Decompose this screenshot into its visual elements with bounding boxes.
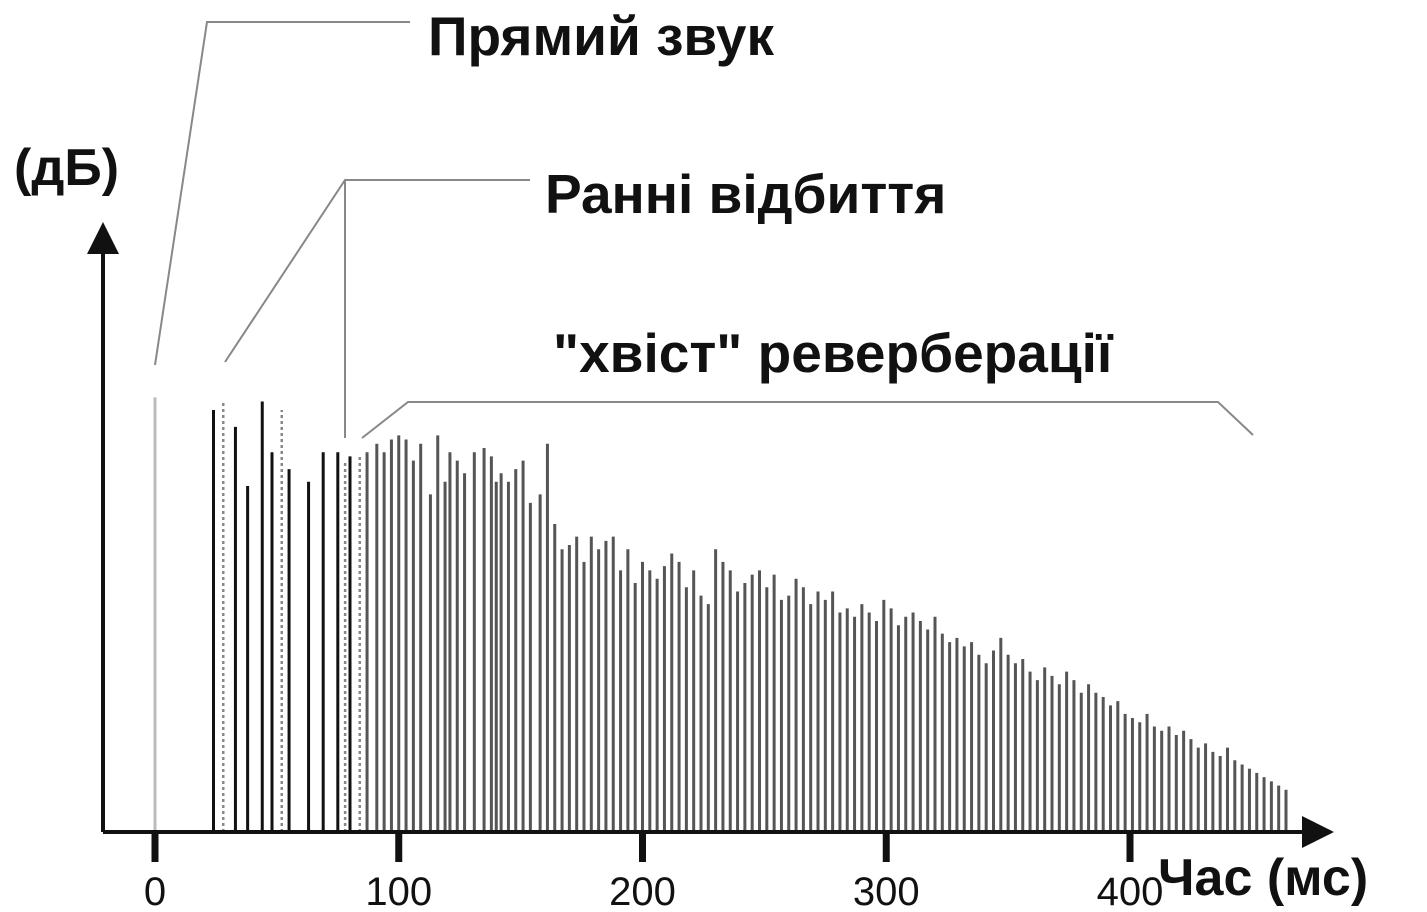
- reverb-tail-leader: [361, 401, 1254, 439]
- x-axis-title: Час (мс): [1158, 849, 1368, 907]
- x-tick-label-2: 200: [609, 870, 676, 912]
- reverb-tail-label: "хвіст" реверберації: [553, 322, 1114, 384]
- y-axis-title: (дБ): [14, 139, 119, 197]
- direct-sound-leader: [154, 21, 410, 366]
- x-tick-label-4: 400: [1097, 870, 1164, 912]
- x-ticks: 0 100 200 300 400: [144, 832, 1164, 912]
- early-reflections-label: Ранні відбиття: [545, 163, 946, 225]
- x-tick-label-0: 0: [144, 870, 166, 912]
- early-reflections-leader: [224, 179, 530, 363]
- x-tick-label-1: 100: [365, 870, 432, 912]
- direct-sound-label: Прямий звук: [428, 5, 774, 67]
- x-tick-label-3: 300: [853, 870, 920, 912]
- chart-bars: [153, 397, 1288, 832]
